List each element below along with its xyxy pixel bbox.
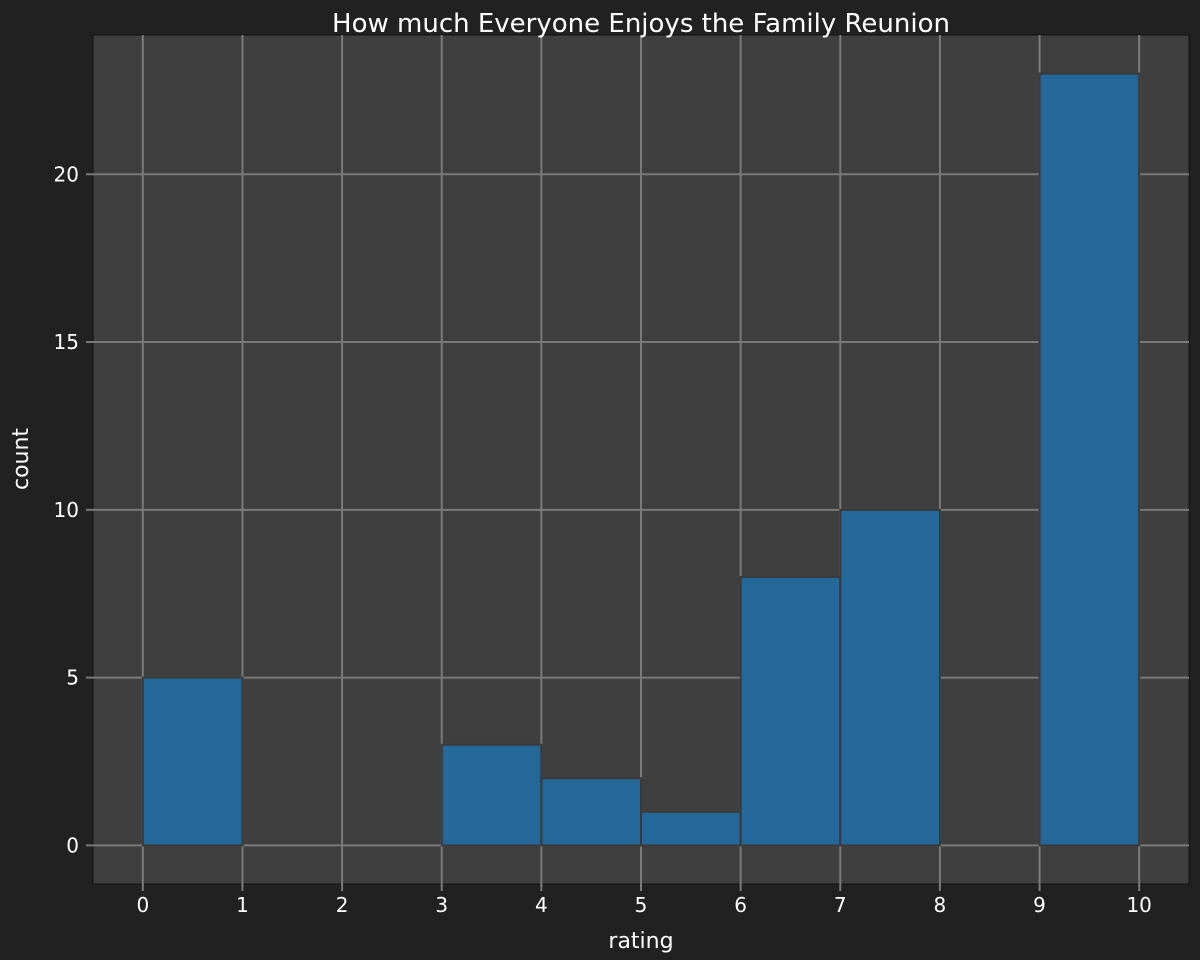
histogram-bar: [739, 575, 842, 847]
histogram-bar: [540, 777, 643, 847]
y-tick-label: 20: [54, 162, 79, 186]
y-tick-label: 5: [66, 666, 79, 690]
y-tick-label: 0: [66, 833, 79, 857]
y-tick-label: 10: [54, 498, 79, 522]
x-tick-label: 9: [1033, 893, 1046, 917]
histogram-bar: [141, 676, 244, 847]
chart-title: How much Everyone Enjoys the Family Reun…: [332, 9, 950, 39]
y-axis-ticks: 0 5 10 15 20: [54, 162, 93, 857]
histogram-bar: [1038, 72, 1141, 847]
y-axis-label: count: [9, 428, 34, 490]
x-tick-label: 7: [834, 893, 847, 917]
x-tick-label: 2: [336, 893, 349, 917]
histogram-bars: [141, 72, 1141, 847]
x-axis-ticks: 0 1 2 3 4 5 6 7 8 9 10: [136, 884, 1152, 917]
x-tick-label: 4: [535, 893, 548, 917]
x-tick-label: 6: [734, 893, 747, 917]
x-tick-label: 10: [1126, 893, 1151, 917]
x-tick-label: 3: [435, 893, 448, 917]
x-axis-label: rating: [608, 929, 673, 954]
y-tick-label: 15: [54, 330, 79, 354]
histogram-bar: [440, 743, 543, 847]
x-tick-label: 1: [236, 893, 249, 917]
x-tick-label: 8: [934, 893, 947, 917]
histogram-bar: [640, 810, 742, 847]
x-tick-label: 5: [635, 893, 648, 917]
x-tick-label: 0: [136, 893, 149, 917]
histogram-bar: [839, 508, 941, 847]
